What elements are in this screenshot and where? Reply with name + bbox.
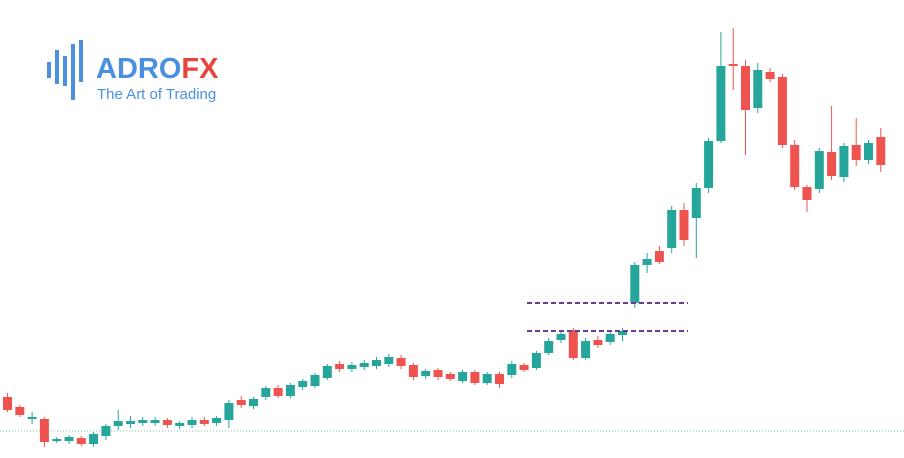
candle-body — [605, 334, 615, 342]
candle-body — [396, 358, 406, 366]
logo-text-part: FX — [181, 53, 219, 85]
logo-bar — [63, 56, 67, 86]
candle-body — [445, 374, 455, 379]
candle-body — [470, 372, 480, 383]
candle-body — [679, 210, 689, 240]
candle-body — [876, 137, 886, 165]
candle-body — [864, 143, 873, 160]
candle-body — [212, 418, 222, 423]
candle-body — [372, 360, 381, 366]
candle-body — [64, 437, 74, 441]
candle-body — [618, 331, 627, 335]
candle-body — [52, 439, 62, 441]
logo-bar — [71, 44, 75, 100]
logo-tagline: The Art of Trading — [97, 86, 216, 103]
candle-body — [39, 419, 49, 442]
candle-body — [162, 420, 172, 425]
candle-body — [507, 364, 517, 375]
candle-body — [851, 145, 861, 160]
candle-body — [322, 366, 332, 378]
candle-body — [482, 374, 492, 383]
plot — [0, 28, 904, 447]
candle-body — [224, 403, 234, 420]
candle-body — [199, 420, 209, 424]
candle-body — [335, 364, 345, 369]
logo-text: ADROFX — [96, 53, 219, 85]
candle-body — [236, 400, 246, 405]
candle-body — [765, 72, 775, 79]
candle-body — [839, 146, 849, 177]
candle-body — [27, 417, 37, 419]
candle-body — [741, 66, 750, 110]
candle-body — [716, 66, 726, 141]
candle-body — [298, 381, 308, 387]
logo-bar — [55, 50, 59, 84]
candle-body — [519, 365, 529, 370]
candle-body — [150, 420, 160, 423]
candle-body — [544, 341, 554, 353]
candle-body — [568, 330, 578, 358]
candle-body — [285, 385, 295, 396]
candle-body — [249, 399, 258, 406]
candle-body — [347, 365, 357, 369]
candle-body — [593, 340, 603, 345]
candle-body — [187, 420, 197, 425]
logo-bar — [79, 40, 83, 82]
candle-body — [790, 145, 800, 187]
candle-body — [777, 77, 787, 145]
candle-body — [273, 388, 283, 396]
candle-body — [531, 353, 541, 368]
candle-body — [101, 426, 111, 436]
candle-body — [89, 434, 99, 444]
candle-body — [138, 420, 148, 423]
candle-body — [802, 187, 812, 200]
candle-body — [704, 141, 714, 188]
candle-body — [310, 375, 320, 386]
candle-body — [261, 388, 271, 397]
candle-body — [3, 397, 12, 410]
candle-body — [642, 259, 652, 265]
candle-body — [581, 341, 591, 358]
candle-body — [495, 374, 504, 384]
logo-text-part: ADRO — [96, 53, 181, 85]
candle-body — [814, 151, 824, 189]
candle-body — [175, 423, 185, 426]
candle-body — [458, 372, 468, 381]
candle-body — [15, 407, 25, 415]
candle-body — [728, 64, 738, 66]
candle-body — [408, 365, 418, 377]
candle-body — [126, 421, 135, 424]
candle-body — [630, 265, 640, 303]
candle-body — [76, 438, 86, 444]
candle-body — [654, 251, 664, 262]
candle-body — [433, 370, 443, 377]
logo-icon — [47, 40, 83, 100]
candle-body — [753, 70, 763, 108]
candle-body — [113, 421, 123, 426]
candle-body — [359, 363, 369, 367]
logo-bar — [47, 62, 51, 78]
candle-body — [556, 334, 566, 340]
candle-body — [691, 188, 701, 218]
candle-body — [421, 371, 431, 376]
candle-body — [667, 210, 677, 248]
candle-body — [827, 152, 837, 176]
candle-body — [384, 357, 394, 364]
